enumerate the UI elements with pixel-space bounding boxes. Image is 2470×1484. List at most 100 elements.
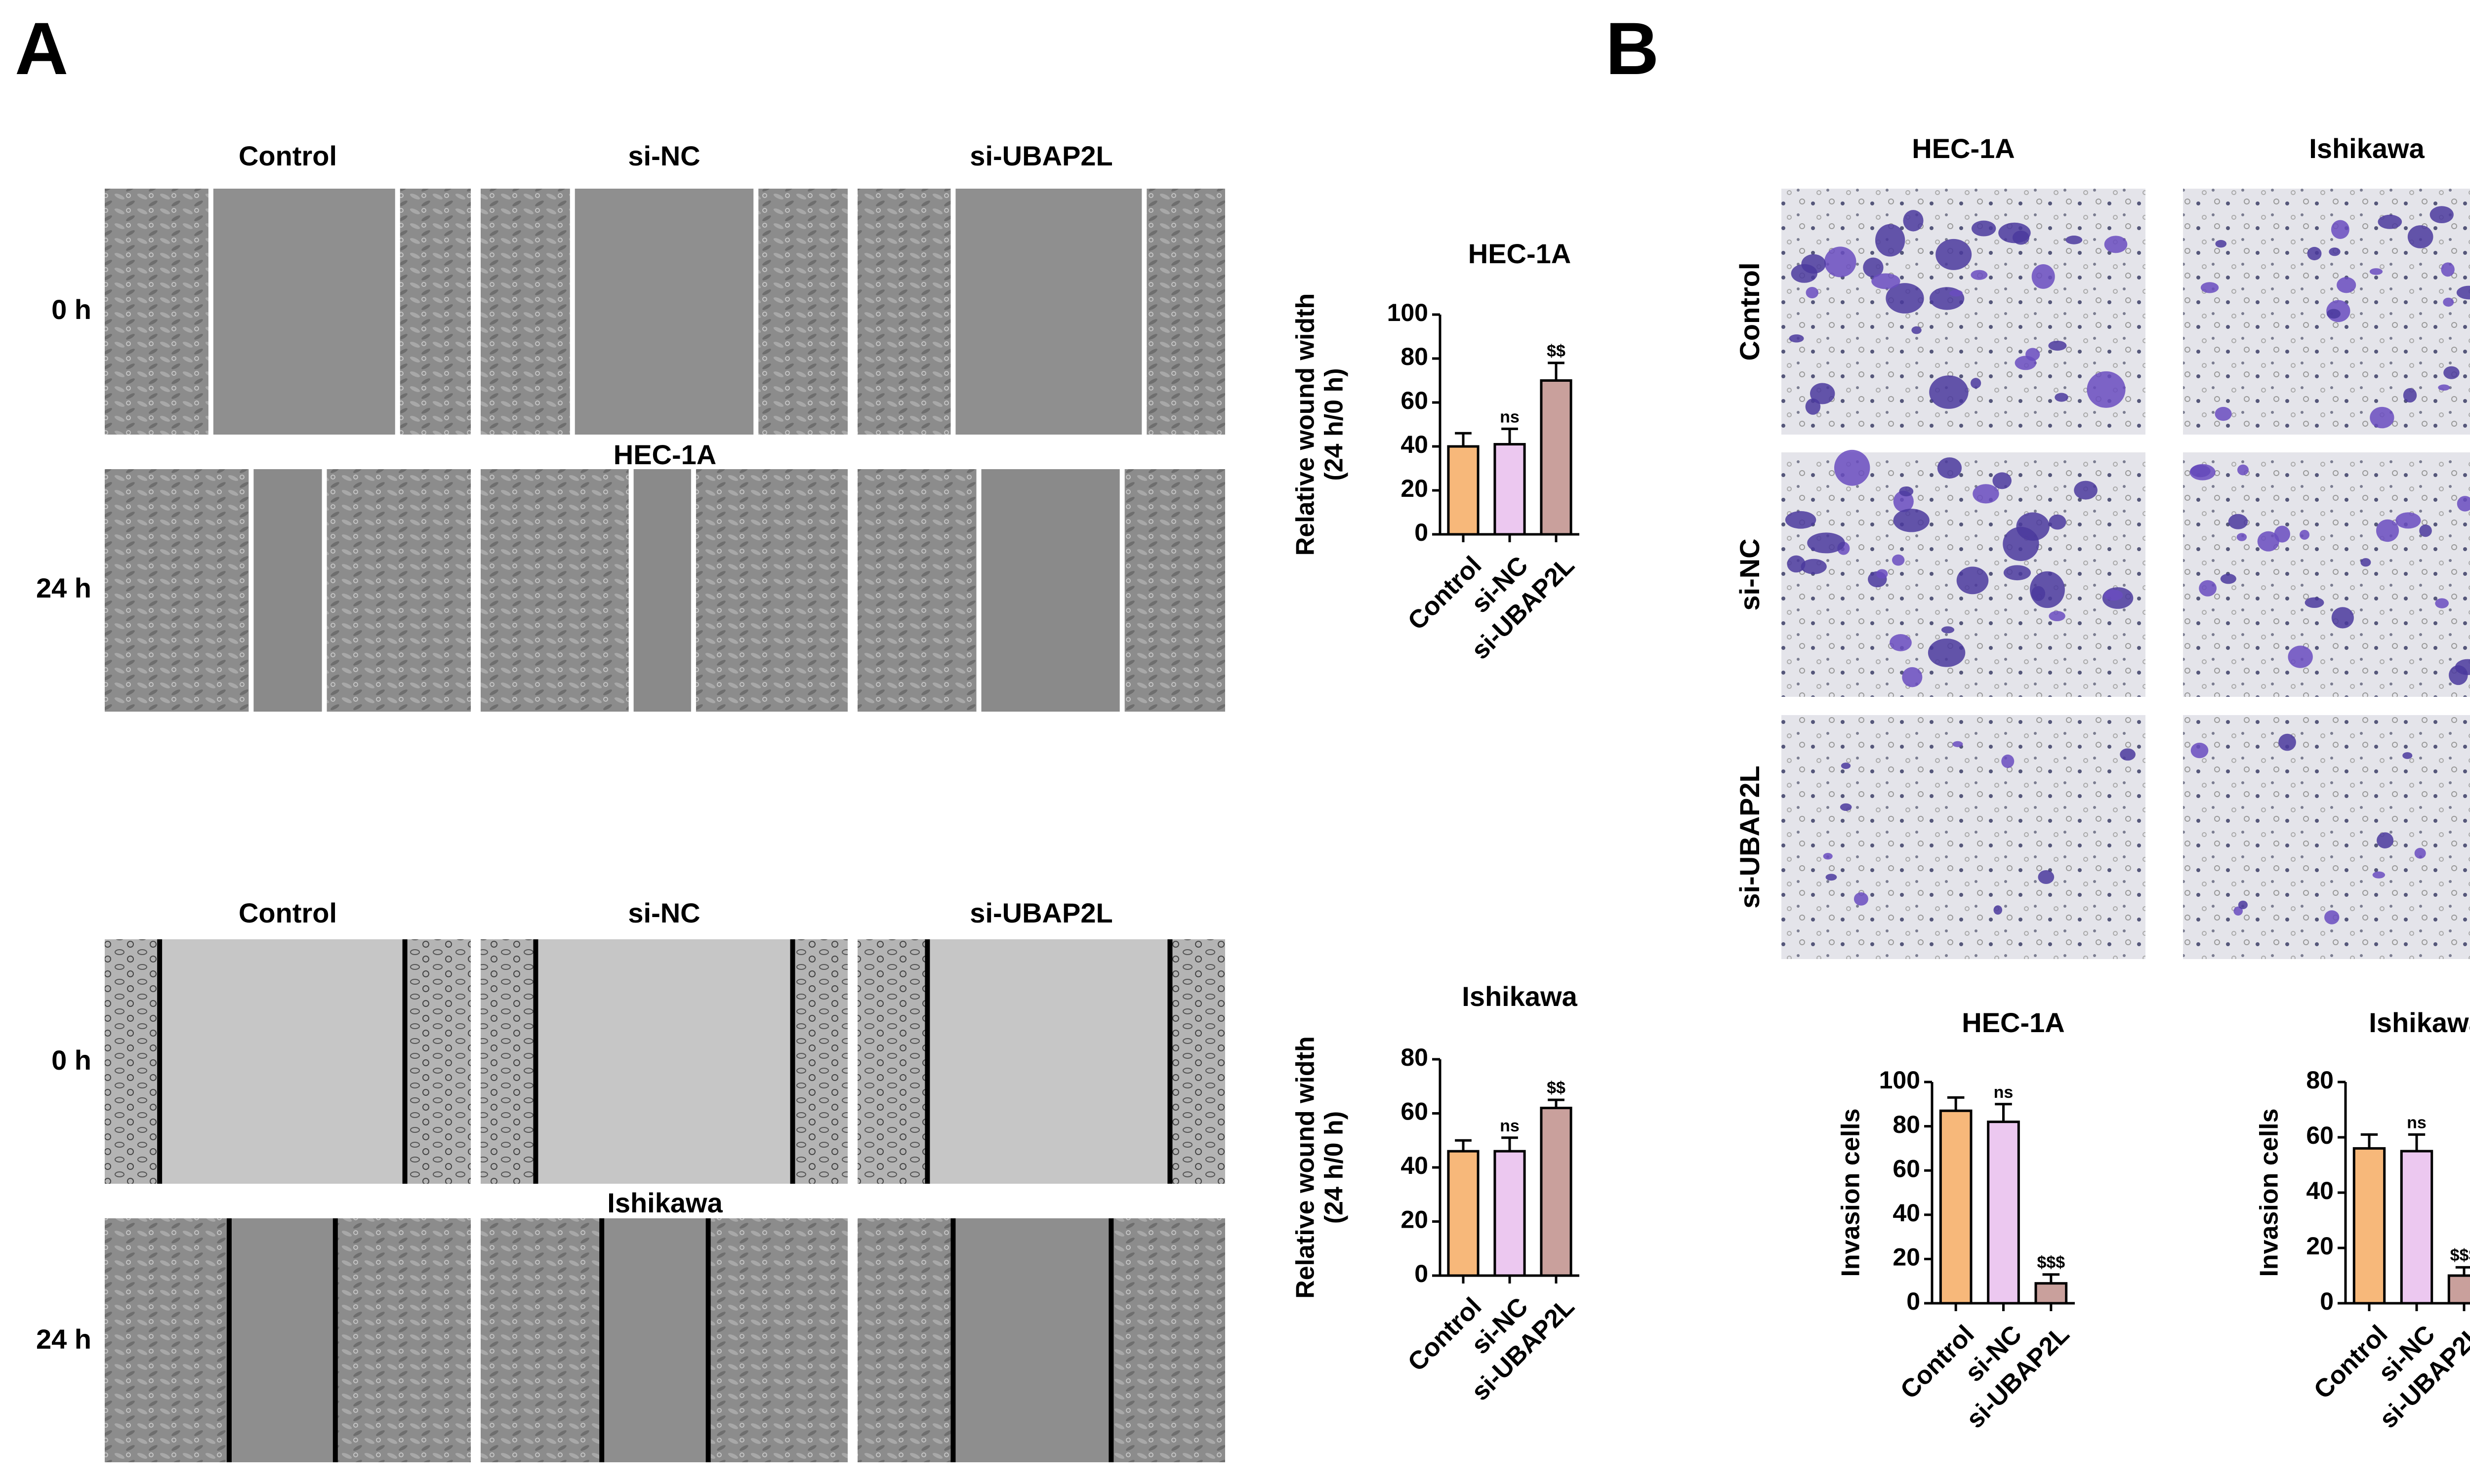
- stained-cell: [1863, 257, 1884, 278]
- stained-cell: [2372, 871, 2386, 879]
- wound-gap: [229, 1218, 335, 1462]
- stained-cell: [2307, 246, 2322, 261]
- stained-cell: [2331, 607, 2354, 629]
- y-tick-label: 80: [2306, 1066, 2334, 1094]
- bar: [2352, 1147, 2386, 1305]
- chart-title: Ishikawa: [2369, 1007, 2470, 1038]
- stained-cell: [1911, 326, 1922, 334]
- error-bar: [1455, 432, 1472, 446]
- stained-cell: [2456, 285, 2470, 300]
- y-tick-label: 100: [1879, 1066, 1920, 1094]
- stained-cell: [1824, 246, 1856, 278]
- error-bar: [2408, 1133, 2426, 1151]
- bar: [1493, 1150, 1526, 1277]
- stained-cell: [1823, 853, 1833, 860]
- y-tick-label: 0: [1414, 519, 1428, 546]
- y-axis-label: (24 h/0 h): [1320, 368, 1349, 481]
- stained-cell: [1825, 874, 1837, 881]
- stained-cell: [1929, 375, 1969, 409]
- bar: [2034, 1282, 2068, 1305]
- stained-cell: [1810, 383, 1835, 404]
- stained-cell: [1941, 626, 1955, 634]
- stained-cell: [1956, 566, 1989, 595]
- stained-cell: [2407, 225, 2433, 248]
- significance-label: ns: [1500, 1117, 1520, 1135]
- row-label: Control: [1734, 262, 1765, 361]
- stained-cell: [1902, 667, 1923, 687]
- stained-cell: [2337, 277, 2356, 293]
- chart-title: Ishikawa: [1462, 981, 1577, 1012]
- stained-cell: [2190, 742, 2209, 759]
- y-tick-label: 40: [1400, 431, 1428, 458]
- stained-cell: [1801, 559, 1827, 574]
- wound-gap: [210, 189, 398, 435]
- stained-cell: [2360, 558, 2371, 567]
- stained-cell: [1807, 532, 1845, 554]
- stained-cell: [1806, 287, 1818, 299]
- stained-cell: [2215, 240, 2227, 248]
- stained-cell: [1992, 472, 2012, 489]
- row-label: 24 h: [36, 572, 91, 603]
- stained-cell: [2443, 366, 2460, 379]
- stained-cell: [1993, 905, 2003, 915]
- stained-cell: [2215, 406, 2232, 421]
- stained-cell: [2048, 340, 2067, 351]
- y-axis-label: Relative wound width: [1291, 1036, 1320, 1299]
- stained-cell: [1890, 634, 1912, 651]
- stained-cell: [1899, 486, 1914, 497]
- y-tick-label: 40: [1893, 1199, 1920, 1227]
- stained-cell: [2443, 297, 2454, 307]
- micrograph: [1781, 715, 2145, 959]
- stained-cell: [2326, 309, 2341, 319]
- wound-gap: [927, 939, 1170, 1184]
- y-axis-label: Relative wound width: [1291, 293, 1320, 556]
- y-tick-label: 100: [1387, 299, 1428, 326]
- stained-cell: [2376, 519, 2399, 542]
- bar: [1540, 1107, 1572, 1277]
- stained-cell: [2305, 597, 2324, 608]
- wound-gap: [953, 189, 1145, 435]
- error-bar: [1995, 1103, 2012, 1122]
- stained-cell: [1871, 273, 1900, 289]
- stained-cell: [1785, 511, 1816, 529]
- stained-cell: [1970, 378, 1981, 389]
- stained-cell: [2429, 206, 2454, 224]
- error-bar: [2455, 1266, 2470, 1276]
- stained-cell: [2435, 598, 2449, 608]
- stained-cell: [1875, 224, 1905, 257]
- stained-cell: [2369, 268, 2383, 275]
- y-tick-label: 80: [1400, 343, 1428, 370]
- stained-cell: [1876, 569, 1888, 579]
- bar: [1540, 379, 1572, 536]
- stained-cell: [2238, 900, 2248, 910]
- stained-cell: [2419, 524, 2432, 537]
- stained-cell: [1840, 803, 1852, 811]
- stained-cell: [1892, 554, 1905, 566]
- bar: [1447, 1150, 1480, 1277]
- column-label: Control: [239, 897, 337, 928]
- stained-cell: [2220, 573, 2236, 584]
- stained-cell: [1935, 239, 1972, 270]
- stained-cell: [2257, 531, 2279, 552]
- stained-cell: [2278, 733, 2296, 751]
- panel-label: A: [15, 7, 68, 90]
- stained-cell: [2025, 348, 2040, 361]
- stained-cell: [1903, 210, 1924, 232]
- stained-cell: [2031, 264, 2055, 289]
- column-label: Control: [239, 140, 337, 171]
- stained-cell: [1893, 509, 1930, 532]
- column-label: si-NC: [628, 897, 700, 928]
- stained-cell: [2449, 665, 2468, 685]
- bar: [1987, 1121, 2020, 1305]
- stained-cell: [2049, 611, 2065, 621]
- stained-cell: [2370, 406, 2394, 429]
- column-label: HEC-1A: [1912, 133, 2015, 164]
- cell-line-label: Ishikawa: [607, 1187, 723, 1218]
- column-label: Ishikawa: [2309, 133, 2425, 164]
- y-tick-label: 20: [1893, 1243, 1920, 1271]
- stained-cell: [2331, 220, 2349, 239]
- bar: [2447, 1274, 2470, 1305]
- stained-cell: [1805, 398, 1821, 415]
- column-label: si-NC: [628, 140, 700, 171]
